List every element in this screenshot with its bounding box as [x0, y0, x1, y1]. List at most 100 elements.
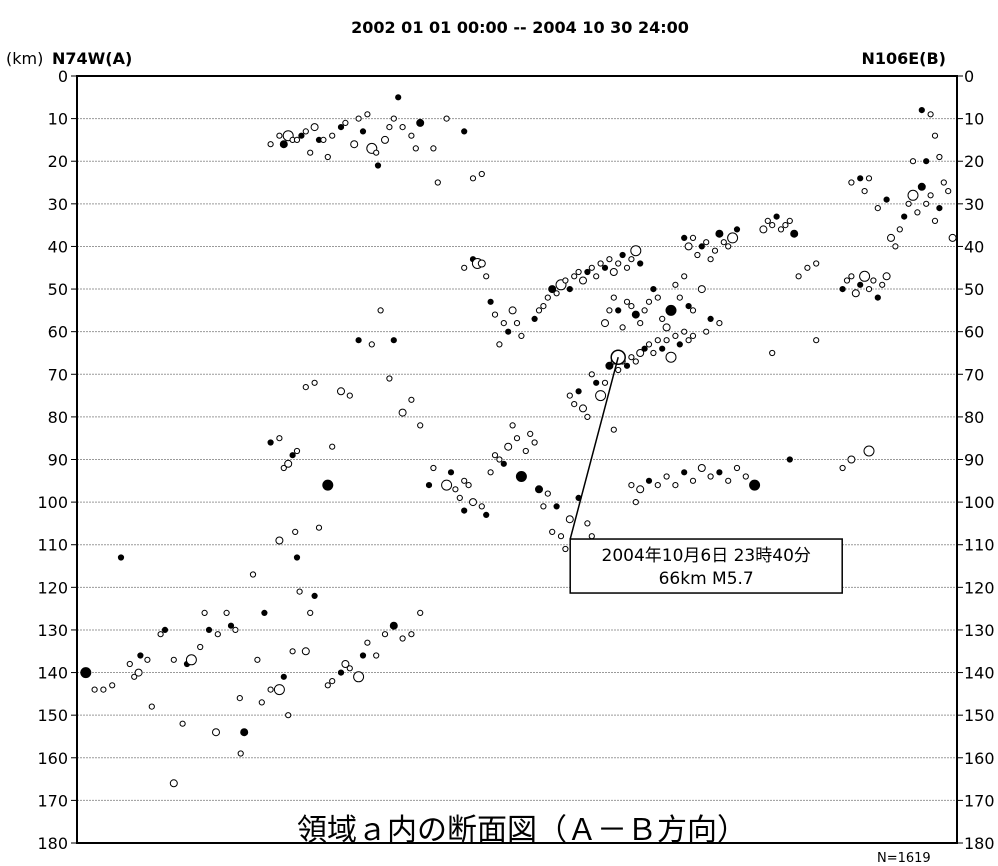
y-axis-right: 0 10 20 30 40 50 60 70 80 90 100 110 120 130 140 150 160…	[957, 67, 995, 853]
hypocenter-point	[631, 310, 640, 319]
hypocenter-point	[676, 294, 683, 301]
hypocenter-point	[144, 656, 151, 663]
hypocenter-point	[579, 276, 587, 285]
hypocenter-point	[697, 285, 706, 294]
hypocenter-point	[632, 499, 639, 506]
hypocenter-point	[341, 660, 350, 668]
hypocenter-point	[267, 686, 274, 693]
hypocenter-point	[307, 609, 314, 617]
hypocenter-point	[398, 408, 407, 417]
hypocenter-point	[579, 404, 587, 413]
hypocenter-point	[447, 469, 455, 476]
hypocenter-point	[496, 341, 503, 348]
hypocenter-point	[548, 285, 557, 294]
hypocenter-point	[469, 175, 477, 182]
y-tick-label-right: 130	[964, 621, 995, 640]
hypocenter-point	[364, 111, 371, 118]
annotation-line-2: 66km M5.7	[659, 569, 754, 589]
hypocenter-point	[636, 485, 645, 494]
hypocenter-point	[940, 179, 947, 186]
hypocenter-point	[275, 536, 284, 545]
hypocenter-point	[562, 545, 569, 553]
hypocenter-point	[483, 511, 490, 519]
hypocenter-point	[725, 477, 732, 484]
hypocenter-point	[373, 149, 380, 156]
hypocenter-point	[346, 392, 353, 399]
hypocenter-point	[329, 132, 336, 139]
y-tick-label-left: 160	[37, 749, 68, 768]
y-tick-label-right: 70	[964, 365, 984, 384]
hypocenter-point	[615, 366, 622, 374]
hypocenter-point	[654, 337, 661, 344]
hypocenter-point	[461, 264, 468, 271]
hypocenter-point	[593, 273, 600, 280]
hypocenter-point	[240, 728, 249, 737]
hypocenter-point	[703, 239, 710, 246]
hypocenter-point	[544, 490, 551, 497]
hypocenter-point	[355, 115, 362, 122]
hypocenter-point	[267, 141, 274, 148]
y-tick-label-right: 20	[964, 152, 984, 171]
hypocenter-point	[641, 345, 648, 352]
hypocenter-point	[606, 256, 613, 263]
hypocenter-point	[945, 188, 952, 195]
hypocenter-point	[148, 703, 155, 710]
hypocenter-point	[707, 315, 714, 322]
event-count-label: N=1619	[877, 851, 931, 866]
hypocenter-point	[720, 239, 727, 246]
hypocenter-point	[381, 135, 389, 144]
hypocenter-point	[923, 200, 930, 207]
hypocenter-point	[337, 124, 345, 131]
hypocenter-point	[609, 268, 618, 276]
y-tick-label-left: 40	[48, 237, 68, 256]
hypocenter-point	[786, 456, 793, 463]
hypocenter-point	[645, 477, 653, 484]
hypocenter-point	[685, 337, 692, 344]
hypocenter-point	[595, 390, 607, 402]
hypocenter-point	[531, 315, 538, 322]
hypocenter-point	[212, 728, 220, 737]
hypocenter-point	[689, 332, 697, 339]
y-tick-label-right: 160	[964, 749, 995, 768]
hypocenter-point	[628, 303, 635, 310]
hypocenter-point	[337, 387, 345, 396]
hypocenter-point	[296, 588, 303, 595]
hypocenter-point	[329, 443, 336, 450]
hypocenter-point	[353, 671, 365, 683]
hypocenter-point	[355, 337, 362, 344]
hypocenter-point	[857, 175, 864, 182]
hypocenter-point	[408, 132, 415, 139]
hypocenter-point	[126, 660, 133, 668]
hypocenter-point	[883, 196, 890, 203]
y-tick-label-left: 30	[48, 195, 68, 214]
hypocenter-point	[610, 426, 617, 433]
y-tick-label-right: 170	[964, 791, 995, 810]
hypocenter-point	[311, 379, 318, 386]
hypocenter-point	[273, 684, 285, 696]
hypocenter-point	[280, 464, 287, 472]
hypocenter-point	[623, 298, 631, 305]
hypocenter-point	[487, 298, 494, 305]
y-tick-label-left: 10	[48, 110, 68, 129]
hypocenter-point	[368, 341, 375, 348]
hypocenter-point	[874, 294, 881, 301]
hypocenter-point	[307, 149, 314, 156]
right-end-label: N106E(B)	[861, 49, 946, 68]
hypocenter-point	[364, 639, 371, 646]
hypocenter-point	[715, 229, 724, 238]
hypocenter-point	[553, 290, 560, 297]
hypocenter-point	[504, 442, 513, 451]
y-tick-label-left: 180	[37, 834, 68, 853]
hypocenter-point	[847, 455, 856, 464]
hypocenter-point	[681, 273, 688, 280]
highlight-annotation: 2004年10月6日 23時40分 66km M5.7	[569, 349, 843, 594]
y-tick-label-left: 110	[37, 536, 68, 555]
hypocenter-point	[477, 259, 486, 268]
hypocenter-point	[575, 388, 582, 395]
hypocenter-point	[628, 482, 635, 489]
hypocenter-point	[386, 124, 393, 131]
hypocenter-point	[565, 515, 574, 524]
hypocenter-point	[936, 205, 943, 212]
hypocenter-point	[169, 779, 178, 788]
hypocenter-point	[522, 447, 529, 455]
